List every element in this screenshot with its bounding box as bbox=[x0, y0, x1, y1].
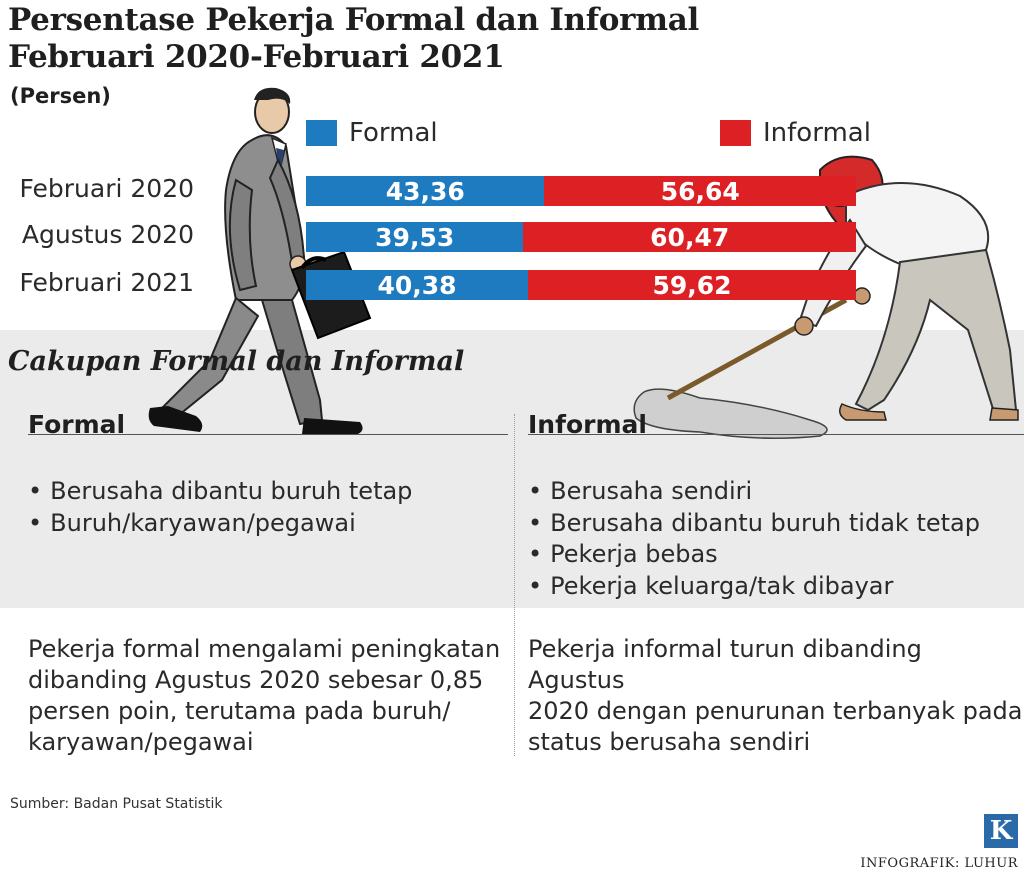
title-line-2: Februari 2020-Februari 2021 bbox=[8, 39, 505, 75]
informal-note-line: status berusaha sendiri bbox=[528, 728, 811, 756]
section-title: Cakupan Formal dan Informal bbox=[8, 346, 465, 377]
bar-informal bbox=[523, 222, 856, 252]
bar-value-label: 43,36 bbox=[385, 177, 465, 206]
informal-note-line: Pekerja informal turun dibanding Agustus bbox=[528, 635, 922, 694]
category-label: Februari 2021 bbox=[19, 268, 195, 297]
legend-swatch-informal bbox=[720, 120, 751, 146]
category-label: Agustus 2020 bbox=[21, 220, 194, 249]
informal-note-line: 2020 dengan penurunan terbanyak pada bbox=[528, 697, 1023, 725]
businessman-walking-icon bbox=[148, 87, 372, 434]
bar-value-label: 56,64 bbox=[660, 177, 740, 206]
informal-list-item: Berusaha sendiri bbox=[528, 476, 980, 508]
legend-label-formal: Formal bbox=[349, 118, 438, 148]
informal-note: Pekerja informal turun dibanding Agustus… bbox=[528, 634, 1024, 758]
formal-list-item: Berusaha dibantu buruh tetap bbox=[28, 476, 412, 508]
infographic-credit: INFOGRAFIK: LUHUR bbox=[860, 856, 1018, 871]
informal-list-item: Pekerja keluarga/tak dibayar bbox=[528, 571, 980, 603]
formal-list-item: Buruh/karyawan/pegawai bbox=[28, 508, 412, 540]
formal-list: Berusaha dibantu buruh tetap Buruh/karya… bbox=[28, 476, 412, 539]
formal-note: Pekerja formal mengalami peningkatan dib… bbox=[28, 634, 500, 758]
bar-formal bbox=[306, 222, 524, 252]
informal-list-item: Pekerja bebas bbox=[528, 539, 980, 571]
category-label: Februari 2020 bbox=[19, 174, 195, 203]
bar-informal bbox=[544, 176, 856, 206]
bar-value-label: 39,53 bbox=[375, 223, 455, 252]
column-divider bbox=[514, 414, 515, 756]
formal-note-line: karyawan/pegawai bbox=[28, 728, 254, 756]
formal-heading-rule bbox=[28, 434, 508, 435]
legend-label-informal: Informal bbox=[763, 118, 871, 148]
bar-formal bbox=[306, 270, 529, 300]
formal-note-line: dibanding Agustus 2020 sebesar 0,85 bbox=[28, 666, 484, 694]
kompas-logo: K bbox=[984, 814, 1018, 848]
source-note: Sumber: Badan Pusat Statistik bbox=[10, 796, 223, 812]
bar-informal bbox=[528, 270, 856, 300]
legend-informal: Informal bbox=[720, 118, 871, 148]
formal-note-line: Pekerja formal mengalami peningkatan bbox=[28, 635, 501, 663]
informal-heading-rule bbox=[528, 434, 1024, 435]
legend-formal: Formal bbox=[306, 118, 438, 148]
unit-label: (Persen) bbox=[10, 84, 111, 108]
legend-swatch-formal bbox=[306, 120, 337, 146]
informal-list-item: Berusaha dibantu buruh tidak tetap bbox=[528, 508, 980, 540]
title-line-1: Persentase Pekerja Formal dan Informal bbox=[8, 2, 699, 38]
bar-value-label: 40,38 bbox=[377, 271, 457, 300]
bar-value-label: 60,47 bbox=[650, 223, 730, 252]
bar-formal bbox=[306, 176, 545, 206]
bar-value-label: 59,62 bbox=[652, 271, 732, 300]
formal-note-line: persen poin, terutama pada buruh/ bbox=[28, 697, 451, 725]
informal-list: Berusaha sendiri Berusaha dibantu buruh … bbox=[528, 476, 980, 602]
chart-title: Persentase Pekerja Formal dan Informal F… bbox=[8, 2, 699, 76]
